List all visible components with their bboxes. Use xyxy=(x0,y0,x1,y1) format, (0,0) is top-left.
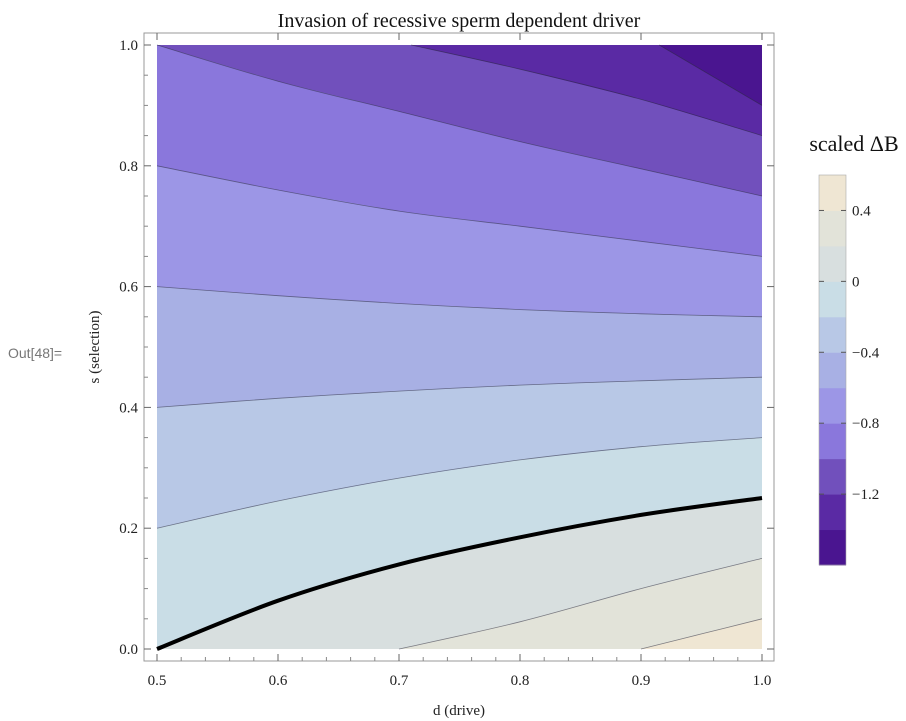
y-tick-label: 1.0 xyxy=(119,38,138,54)
contour-bands xyxy=(157,45,762,649)
contour-lines xyxy=(156,44,763,651)
axis-tick-labels: 0.5 0.6 0.7 0.8 0.9 1.0 0.0 0.2 0.4 0.6 0.8 1.0 xyxy=(119,38,771,689)
axis-ticks xyxy=(144,33,774,661)
colorbar: 0.4 0 −0.4 −0.8 −1.2 xyxy=(818,174,880,566)
x-tick-label: 0.7 xyxy=(390,673,409,689)
y-tick-label: 0.4 xyxy=(119,400,138,416)
colorbar-band xyxy=(819,281,846,318)
colorbar-band xyxy=(819,529,846,566)
colorbar-band xyxy=(819,494,846,531)
y-tick-label: 0.6 xyxy=(119,280,138,296)
contour-line-5 xyxy=(156,376,763,408)
x-axis-label: d (drive) xyxy=(433,703,485,719)
contour-line-4 xyxy=(156,286,763,318)
chart-title: Invasion of recessive sperm dependent dr… xyxy=(278,10,641,32)
colorbar-band xyxy=(819,245,846,282)
out-cell-label: Out[48]= xyxy=(8,345,62,361)
x-tick-label: 0.9 xyxy=(632,673,651,689)
colorbar-band xyxy=(819,423,846,460)
contour-line-8 xyxy=(398,558,763,650)
y-tick-label: 0.8 xyxy=(119,159,138,175)
colorbar-band xyxy=(819,316,846,353)
colorbar-band xyxy=(819,458,846,495)
y-axis-label: s (selection) xyxy=(87,311,103,384)
x-tick-label: 1.0 xyxy=(753,673,772,689)
colorbar-frame xyxy=(818,174,847,566)
colorbar-band xyxy=(819,175,846,211)
colorbar-tick-label: 0.4 xyxy=(852,203,871,219)
contour-line-9 xyxy=(640,618,763,650)
colorbar-title: scaled ΔB xyxy=(809,131,898,156)
y-tick-label: 0.0 xyxy=(119,642,138,658)
contour-line-2 xyxy=(156,44,763,197)
contour-line-1 xyxy=(411,44,763,136)
colorbar-tick-label: 0 xyxy=(852,274,860,290)
x-tick-label: 0.6 xyxy=(269,673,288,689)
y-tick-label: 0.2 xyxy=(119,521,138,537)
colorbar-band xyxy=(819,352,846,389)
contour-band-8 xyxy=(411,45,762,136)
x-tick-label: 0.5 xyxy=(148,673,167,689)
contour-line-6 xyxy=(156,437,763,529)
contour-line-7 xyxy=(156,496,763,651)
colorbar-tick-label: −1.2 xyxy=(852,487,879,503)
x-tick-label: 0.8 xyxy=(511,673,530,689)
colorbar-band xyxy=(819,210,846,247)
colorbar-tick-label: −0.4 xyxy=(852,345,880,361)
colorbar-tick-label: −0.8 xyxy=(852,416,879,432)
contour-line-3 xyxy=(156,165,763,257)
contour-line-0 xyxy=(658,44,763,106)
colorbar-band xyxy=(819,387,846,424)
